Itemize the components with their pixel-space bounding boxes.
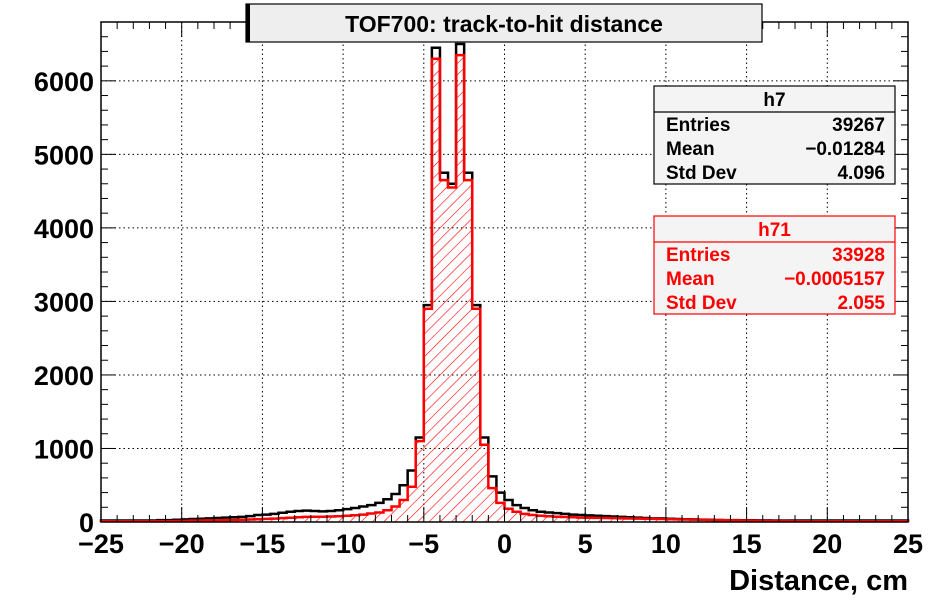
x-tick-label: −20 [159, 529, 205, 559]
h71-bin-63 [609, 518, 618, 522]
h71-bin-67 [641, 518, 650, 522]
h71-bin-38 [407, 486, 416, 522]
y-tick-label: 0 [79, 508, 94, 538]
stats-value: −0.0005157 [784, 269, 885, 290]
y-tick-labels: 0 1000 2000 3000 4000 5000 6000 [34, 67, 94, 538]
stats-value: 2.055 [837, 293, 885, 314]
stats-label: Mean [666, 269, 715, 290]
h71-bin-50 [504, 508, 513, 522]
h71-outline [99, 53, 910, 523]
h71-bin-34 [375, 512, 384, 522]
stats-box-frame [653, 215, 896, 315]
x-tick-labels: −25 −20 −15 −10 −5 0 5 10 15 20 25 [78, 529, 923, 559]
h71-bin-66 [633, 518, 642, 522]
h71-bin-68 [649, 518, 658, 522]
h71-bin-24 [294, 517, 303, 522]
stats-label: Mean [666, 139, 715, 160]
h71-bin-55 [544, 516, 553, 522]
y-tick-label: 6000 [34, 67, 94, 97]
h71-bin-52 [520, 513, 529, 522]
h71-bin-57 [560, 517, 570, 522]
stats-label: Std Dev [666, 163, 737, 184]
h71-bin-59 [577, 517, 586, 522]
stats-label: Entries [666, 115, 730, 136]
y-tick-label: 3000 [34, 287, 94, 317]
stats-value: 39267 [832, 115, 885, 136]
h71-bin-58 [569, 517, 578, 522]
x-tick-label: 5 [578, 529, 593, 559]
h71-bin-22 [278, 518, 287, 522]
h71-bin-28 [326, 516, 336, 522]
stats-box-frame [653, 85, 896, 185]
h71-bin-19 [254, 519, 263, 522]
h71-bin-53 [528, 515, 537, 522]
h71-bin-36 [391, 506, 400, 522]
h71-bin-46 [472, 308, 481, 522]
stats-box-h7: h7 Entries 39267 Mean −0.01284 Std Dev 4.096 [653, 85, 896, 185]
h71-bin-70 [665, 519, 674, 522]
x-tick-label: 15 [732, 529, 762, 559]
h71-bin-69 [657, 519, 666, 522]
x-tick-label: −15 [239, 529, 285, 559]
h71-bin-62 [601, 518, 610, 522]
h71-bin-37 [399, 499, 408, 522]
stats-value: −0.01284 [805, 139, 885, 160]
h71-bin-47 [480, 444, 489, 522]
x-tick-label: 10 [651, 529, 681, 559]
h71-bin-25 [302, 516, 311, 522]
h71-bin-39 [415, 441, 424, 522]
h71-bin-42 [439, 180, 449, 522]
h71-bin-60 [585, 517, 594, 522]
h71-bin-45 [464, 180, 473, 522]
h71-bin-65 [625, 518, 634, 522]
y-tick-label: 4000 [34, 214, 94, 244]
x-tick-label: 0 [497, 529, 512, 559]
x-tick-label: 20 [812, 529, 842, 559]
h71-bin-26 [310, 516, 319, 522]
h71-bin-48 [488, 488, 497, 522]
y-tick-label: 1000 [34, 434, 94, 464]
y-tick-label: 5000 [34, 140, 94, 170]
h71-bin-56 [552, 516, 561, 522]
chart-title: TOF700: track-to-hit distance [345, 11, 663, 37]
h71-bin-20 [262, 518, 271, 522]
h71-bin-27 [318, 516, 327, 522]
h71-bin-61 [593, 517, 602, 522]
stats-label: Entries [666, 245, 730, 266]
stats-value: 4.096 [837, 163, 885, 184]
h71-bin-30 [343, 515, 352, 522]
stats-box-title: h71 [758, 220, 791, 241]
h71-bin-51 [512, 511, 521, 522]
h71-bin-44 [456, 55, 465, 523]
h71-bin-54 [536, 515, 545, 522]
series-h71 [99, 53, 910, 523]
h71-bin-31 [351, 515, 360, 522]
h71-bin-23 [286, 517, 295, 522]
stats-box-title: h7 [763, 90, 785, 111]
h71-bin-71 [673, 519, 683, 522]
h71-bin-49 [496, 502, 505, 522]
h71-bin-21 [270, 518, 279, 522]
h71-bin-41 [431, 58, 440, 522]
stats-box-h71: h71 Entries 33928 Mean −0.0005157 Std Dev 2.05… [653, 215, 896, 315]
x-tick-label: 25 [893, 529, 923, 559]
title-box: TOF700: track-to-hit distance [245, 3, 763, 43]
h71-bin-40 [423, 308, 432, 522]
h71-bin-33 [367, 513, 376, 522]
h71-bin-32 [359, 514, 368, 522]
x-tick-label: −5 [408, 529, 439, 559]
h71-bin-29 [335, 516, 344, 522]
x-tick-label: −25 [78, 529, 124, 559]
h71-bin-64 [617, 518, 626, 522]
h71-bin-43 [448, 187, 457, 523]
h71-bin-35 [383, 510, 392, 522]
x-tick-label: −10 [320, 529, 366, 559]
stats-label: Std Dev [666, 293, 737, 314]
x-axis-title: Distance, cm [729, 565, 908, 597]
stats-value: 33928 [832, 245, 885, 266]
y-tick-label: 2000 [34, 361, 94, 391]
